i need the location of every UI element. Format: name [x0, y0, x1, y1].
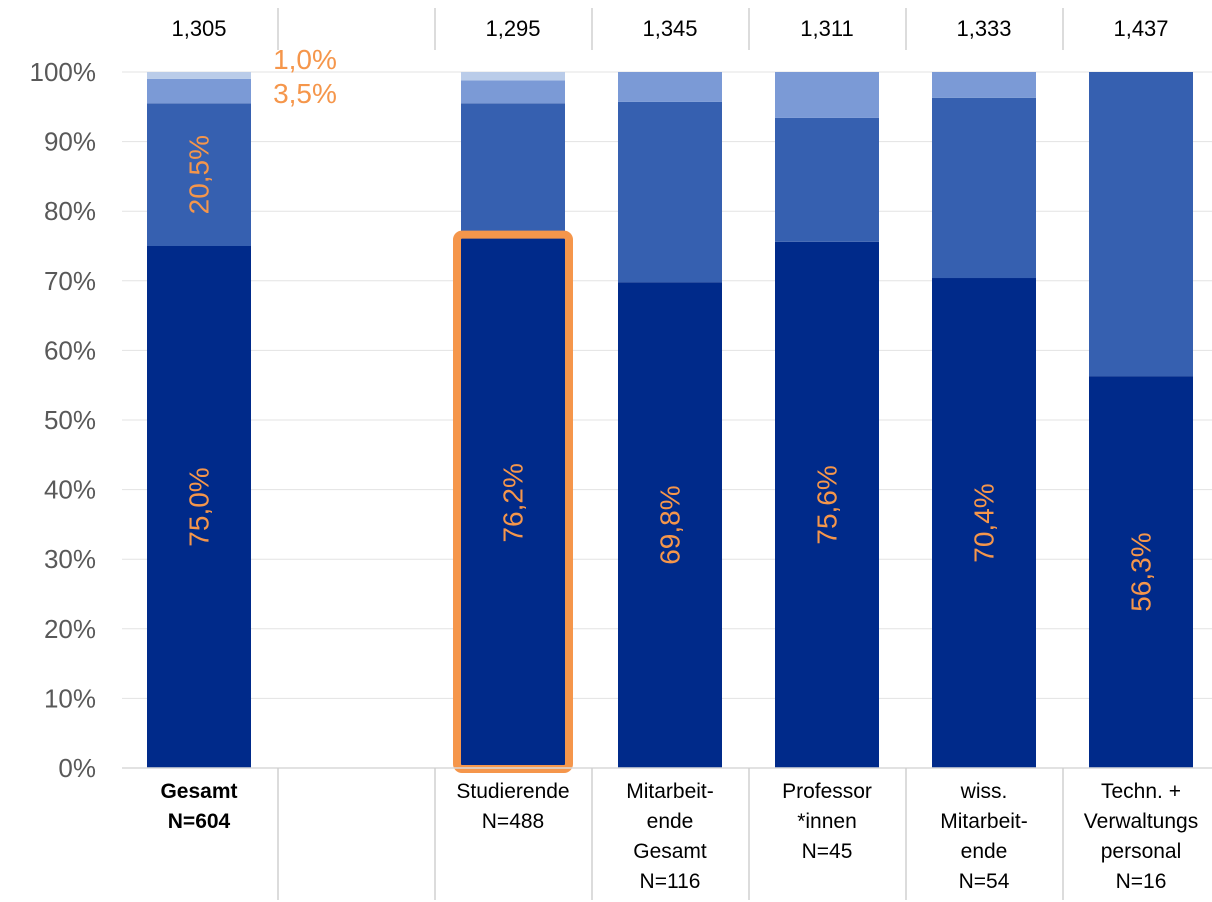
bar-segment: [147, 103, 251, 246]
category-label: N=45: [802, 840, 853, 863]
y-tick-label: 100%: [30, 57, 97, 87]
category-label: Techn. +: [1101, 780, 1181, 803]
y-tick-label: 50%: [44, 405, 96, 435]
bar-segment: [775, 241, 879, 769]
category-label: N=488: [482, 810, 544, 833]
side-label: 3,5%: [273, 78, 337, 109]
bar-segment: [775, 117, 879, 242]
bar-segment: [147, 78, 251, 104]
y-axis: 0% 10% 20% 30% 40% 50% 60% 70% 80% 90% 100%: [30, 57, 97, 783]
data-label: 70,4%: [969, 483, 1000, 562]
bar-segment: [932, 278, 1036, 768]
side-label: 1,0%: [273, 44, 337, 75]
category-label: Mitarbeit-: [940, 810, 1028, 833]
bar-segment: [1089, 376, 1193, 768]
y-tick-label: 70%: [44, 266, 96, 296]
data-label: 20,5%: [184, 135, 215, 214]
bar-segment: [147, 246, 251, 768]
bar-segment: [1089, 72, 1193, 377]
y-tick-label: 90%: [44, 127, 96, 157]
category-label: Mitarbeit-: [626, 780, 714, 803]
category-label: N=116: [640, 870, 701, 893]
category-label: wiss.: [960, 780, 1008, 803]
bar-segment: [618, 72, 722, 102]
bar-segment: [461, 237, 565, 768]
y-tick-label: 30%: [44, 544, 96, 574]
bar-segment: [932, 97, 1036, 279]
bars: [147, 72, 1193, 769]
category-label: N=54: [959, 870, 1010, 893]
bar-segment: [618, 282, 722, 768]
bar-segment: [461, 103, 565, 238]
top-value: 1,311: [800, 16, 853, 41]
bar-segment: [932, 72, 1036, 98]
top-value: 1,437: [1113, 16, 1168, 41]
category-label: Studierende: [456, 780, 569, 803]
highlight-rect: [453, 230, 573, 773]
y-tick-label: 10%: [44, 683, 96, 713]
top-value: 1,333: [956, 16, 1011, 41]
data-label: 69,8%: [655, 485, 686, 564]
highlight-box: [453, 230, 573, 773]
category-label: personal: [1101, 840, 1182, 863]
category-label: N=604: [168, 810, 231, 833]
data-label: 56,3%: [1126, 532, 1157, 611]
y-tick-label: 80%: [44, 196, 96, 226]
bar-segment: [147, 72, 251, 79]
bar-segment: [461, 72, 565, 81]
top-value: 1,295: [485, 16, 540, 41]
category-label: N=16: [1116, 870, 1167, 893]
category-label: *innen: [797, 810, 857, 833]
category-label: Gesamt: [160, 780, 237, 803]
category-label: Verwaltungs: [1084, 810, 1198, 833]
top-values: 1,305 1,295 1,345 1,311 1,333 1,437: [171, 8, 1169, 50]
data-labels: 75,0% 20,5% 76,2% 69,8% 75,6% 70,4% 56,3% 1,0%3…: [184, 44, 1157, 612]
x-axis: Gesamt N=604 Studierende N=488 Mitarbeit-end…: [122, 767, 1212, 900]
bar-segment: [775, 72, 879, 118]
bar-segment: [618, 101, 722, 283]
top-value: 1,345: [642, 16, 697, 41]
top-value: 1,305: [171, 16, 226, 41]
y-tick-label: 0%: [58, 753, 96, 783]
category-label: ende: [961, 840, 1008, 863]
data-label: 75,0%: [184, 467, 215, 546]
data-label: 75,6%: [812, 465, 843, 544]
y-tick-label: 60%: [44, 335, 96, 365]
data-label: 76,2%: [498, 463, 529, 542]
category-label: Gesamt: [633, 840, 707, 863]
category-label: ende: [647, 810, 694, 833]
y-tick-label: 20%: [44, 614, 96, 644]
category-label: Professor: [782, 780, 872, 803]
y-tick-label: 40%: [44, 475, 96, 505]
bar-segment: [461, 80, 565, 104]
